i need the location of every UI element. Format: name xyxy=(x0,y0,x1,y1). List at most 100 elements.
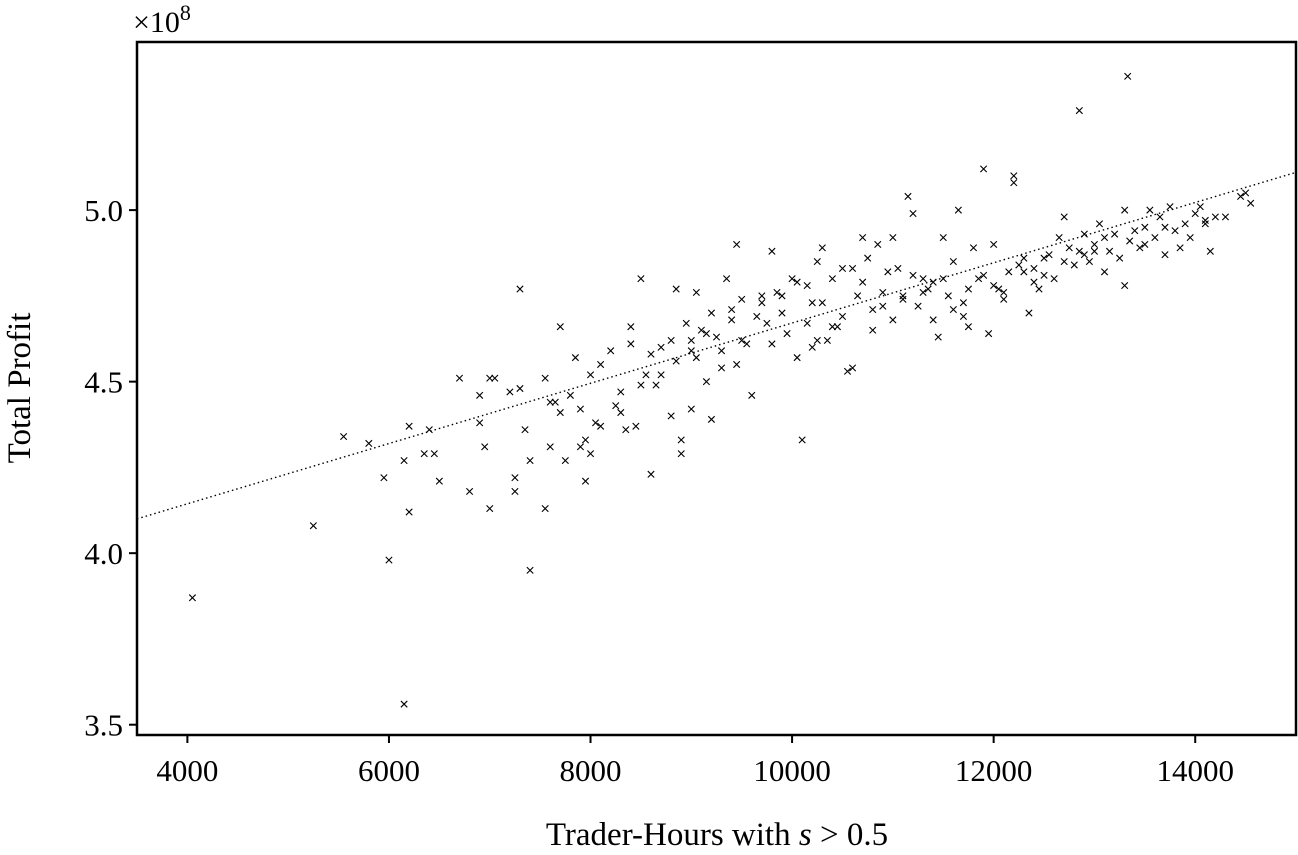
data-point xyxy=(879,288,887,297)
data-point xyxy=(657,371,665,379)
data-point xyxy=(1005,268,1013,276)
data-point xyxy=(1156,213,1164,221)
data-point xyxy=(546,398,554,406)
data-point xyxy=(959,299,968,307)
data-point xyxy=(1161,251,1169,259)
data-point xyxy=(687,336,695,345)
data-point xyxy=(1045,251,1053,259)
y-axis-label: Total Profit xyxy=(2,313,38,464)
data-point xyxy=(541,504,549,513)
data-point xyxy=(586,450,595,458)
data-point xyxy=(566,391,574,399)
data-point xyxy=(889,233,897,242)
trendline-layer xyxy=(136,171,1297,520)
data-point xyxy=(1136,244,1144,252)
data-point xyxy=(516,384,524,393)
data-point xyxy=(768,247,776,255)
data-point xyxy=(1146,206,1154,214)
data-point xyxy=(768,340,776,348)
x-axis: 4000 6000 8000 10000 12000 14000 xyxy=(156,735,1234,788)
x-tick-label: 14000 xyxy=(1156,753,1234,788)
data-point xyxy=(808,343,816,351)
data-point xyxy=(934,333,942,341)
data-point xyxy=(1116,254,1124,262)
data-point xyxy=(1124,72,1132,80)
data-point xyxy=(1126,237,1134,245)
data-point xyxy=(813,257,821,266)
data-point xyxy=(743,340,751,348)
data-point xyxy=(1060,213,1068,221)
data-point xyxy=(526,566,534,574)
data-point xyxy=(1201,220,1209,228)
data-point xyxy=(541,374,549,382)
data-point xyxy=(1035,285,1043,293)
data-point xyxy=(405,422,413,430)
data-point xyxy=(707,309,716,317)
data-point xyxy=(738,336,746,345)
data-point xyxy=(818,244,826,252)
data-point xyxy=(1095,220,1104,228)
data-point xyxy=(672,357,680,365)
data-point xyxy=(526,456,534,465)
data-point xyxy=(476,391,484,399)
data-point xyxy=(1206,247,1214,255)
data-point xyxy=(964,323,973,331)
data-point xyxy=(763,319,771,327)
data-point xyxy=(581,436,590,444)
data-point xyxy=(667,336,675,345)
data-point xyxy=(521,426,529,434)
data-point xyxy=(1060,257,1068,266)
data-point xyxy=(1020,268,1028,276)
data-point xyxy=(949,306,957,314)
data-point xyxy=(1221,213,1230,221)
data-point xyxy=(854,292,862,300)
data-point xyxy=(516,285,524,293)
data-point xyxy=(793,354,801,362)
data-point xyxy=(1105,247,1114,255)
data-point xyxy=(647,350,655,358)
data-point xyxy=(1010,172,1018,180)
data-point xyxy=(617,408,625,417)
y-offset-label: ×108 xyxy=(133,0,191,39)
data-point xyxy=(843,367,852,375)
data-point xyxy=(340,432,348,441)
data-point xyxy=(1100,233,1109,242)
data-point xyxy=(1040,254,1048,262)
data-point xyxy=(1186,233,1194,242)
data-point xyxy=(848,364,857,372)
data-point xyxy=(899,292,907,300)
data-point xyxy=(1065,244,1073,252)
data-point xyxy=(385,556,393,564)
data-point xyxy=(919,275,927,283)
data-point xyxy=(838,312,847,321)
data-point xyxy=(486,504,494,513)
data-point xyxy=(773,288,781,297)
data-point xyxy=(728,316,736,324)
data-point xyxy=(591,419,600,427)
data-point xyxy=(556,323,564,331)
data-point xyxy=(1070,261,1078,269)
data-point xyxy=(571,354,579,362)
data-point xyxy=(576,443,585,451)
data-point xyxy=(465,487,474,496)
data-point xyxy=(1075,107,1083,115)
data-point xyxy=(1171,227,1179,235)
data-point xyxy=(647,470,655,478)
data-point xyxy=(1181,220,1189,228)
data-point xyxy=(627,340,635,348)
data-point xyxy=(511,487,519,496)
data-point xyxy=(909,271,917,279)
data-point xyxy=(1111,230,1119,238)
data-point xyxy=(758,292,766,300)
data-point xyxy=(712,333,721,341)
data-point xyxy=(420,450,428,458)
data-point xyxy=(435,477,443,485)
x-tick-label: 8000 xyxy=(560,753,622,788)
data-point xyxy=(1176,244,1184,252)
data-point xyxy=(1085,257,1093,266)
data-point xyxy=(788,275,796,283)
data-point xyxy=(1090,247,1099,255)
data-point xyxy=(1121,281,1129,290)
data-point xyxy=(1131,227,1139,235)
